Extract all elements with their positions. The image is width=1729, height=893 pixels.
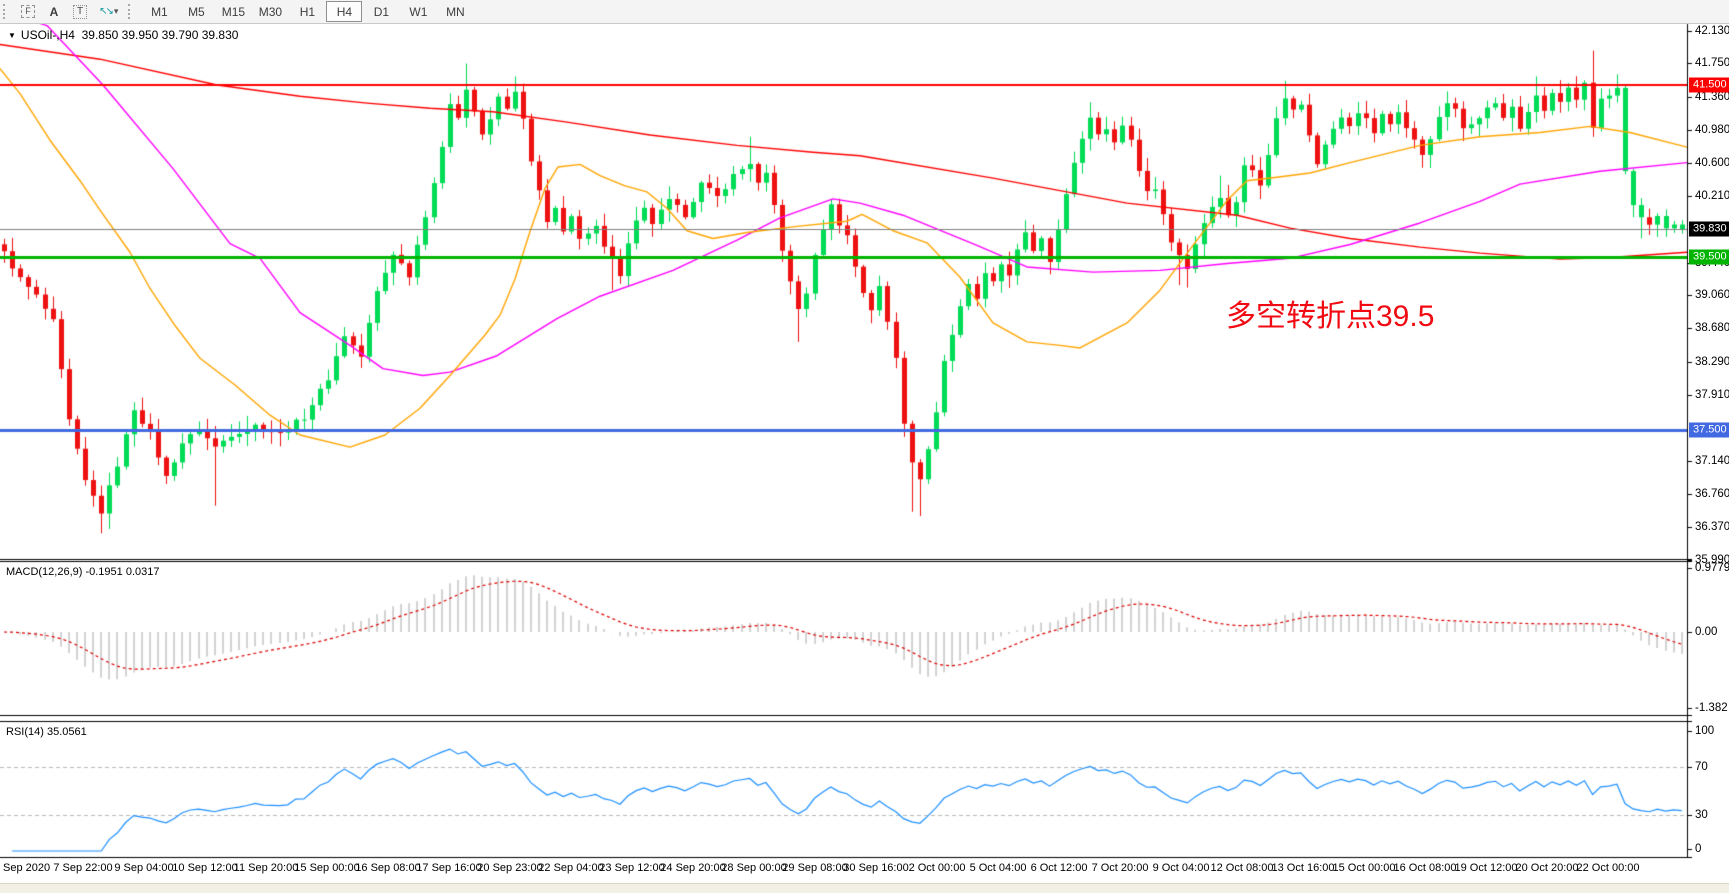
indicator-tick: 100 bbox=[1695, 725, 1715, 737]
timeframe-mn[interactable]: MN bbox=[446, 4, 465, 19]
timeframe-m1[interactable]: M1 bbox=[151, 4, 168, 19]
time-label: 7 Oct 20:00 bbox=[1091, 862, 1149, 874]
indicator-tick: 0.9779 bbox=[1695, 562, 1729, 574]
chevron-down-icon[interactable]: ▾ bbox=[113, 6, 119, 16]
symbol-title: ▼ USOil-,H4 39.850 39.950 39.790 39.830 bbox=[8, 28, 238, 42]
time-label: 19 Oct 12:00 bbox=[1454, 862, 1518, 874]
time-label: 11 Sep 20:00 bbox=[233, 862, 299, 874]
time-label: 15 Sep 00:00 bbox=[294, 862, 360, 874]
timeframe-m15[interactable]: M15 bbox=[221, 4, 246, 19]
time-label: 13 Oct 16:00 bbox=[1271, 862, 1335, 874]
f-icon-glyph: F bbox=[21, 5, 35, 18]
timeframe-group: M1 M5 M15 M30 H1 H4 D1 W1 MN bbox=[141, 1, 473, 22]
price-tick: 35.990 bbox=[1695, 554, 1729, 566]
symbol-name: USOil-,H4 bbox=[20, 28, 75, 42]
price-tick: 42.130 bbox=[1695, 24, 1729, 37]
indicator-tick: 0.00 bbox=[1695, 626, 1718, 638]
time-label: 17 Sep 16:00 bbox=[416, 862, 482, 874]
price-tick: 40.600 bbox=[1695, 156, 1729, 169]
price-tag-39.830: 39.830 bbox=[1689, 221, 1729, 237]
price-tick: 38.290 bbox=[1695, 355, 1729, 368]
price-tick: 41.360 bbox=[1695, 91, 1729, 104]
arrow-tool-icon[interactable]: ↖↘ ▾ bbox=[94, 2, 123, 21]
price-tick: 40.210 bbox=[1695, 190, 1729, 203]
chart-grid-f-icon[interactable]: F bbox=[16, 2, 40, 21]
toolbar: F A T ↖↘ ▾ M1 M5 M15 M30 H1 H4 D1 W1 MN bbox=[0, 0, 1729, 24]
text-icon-glyph: T bbox=[73, 4, 88, 19]
symbol-dropdown-icon[interactable]: ▼ bbox=[8, 31, 16, 40]
indicator-tick: 0 bbox=[1695, 843, 1702, 855]
price-tick: 36.760 bbox=[1695, 487, 1729, 500]
price-tag-39.500: 39.500 bbox=[1689, 249, 1729, 265]
font-icon-glyph: A bbox=[49, 4, 59, 19]
time-label: 16 Sep 08:00 bbox=[355, 862, 421, 874]
timeframe-h1[interactable]: H1 bbox=[299, 4, 316, 19]
time-label: 22 Sep 04:00 bbox=[538, 862, 604, 874]
price-tick: 36.370 bbox=[1695, 521, 1729, 534]
time-label: 22 Oct 00:00 bbox=[1576, 862, 1640, 874]
time-label: 2 Oct 00:00 bbox=[908, 862, 966, 874]
timeframe-d1[interactable]: D1 bbox=[373, 4, 390, 19]
time-label: 28 Sep 00:00 bbox=[721, 862, 787, 874]
arrows-icon-glyph: ↖↘ bbox=[99, 6, 114, 17]
annotation-text[interactable]: 多空转折点39.5 bbox=[1226, 300, 1435, 333]
price-tick: 41.750 bbox=[1695, 57, 1729, 70]
price-tag-37.500: 37.500 bbox=[1689, 422, 1729, 438]
ohlc-values: 39.850 39.950 39.790 39.830 bbox=[81, 28, 239, 42]
time-label: 20 Oct 20:00 bbox=[1515, 862, 1579, 874]
price-tick: 38.680 bbox=[1695, 322, 1729, 335]
price-tag-41.500: 41.500 bbox=[1689, 77, 1729, 93]
time-label: 9 Sep 04:00 bbox=[114, 862, 174, 874]
time-label: 7 Sep 22:00 bbox=[53, 862, 113, 874]
toolbar-grip-2[interactable] bbox=[128, 4, 135, 19]
timeframe-m5[interactable]: M5 bbox=[188, 4, 205, 19]
timeframe-h4[interactable]: H4 bbox=[326, 1, 363, 22]
toolbar-grip[interactable] bbox=[3, 4, 10, 19]
time-label: 15 Oct 00:00 bbox=[1332, 862, 1396, 874]
window-bottom-strip bbox=[0, 883, 1729, 893]
macd-label: MACD(12,26,9) -0.1951 0.0317 bbox=[6, 566, 160, 578]
timeframe-w1[interactable]: W1 bbox=[409, 4, 428, 19]
price-tick: 37.910 bbox=[1695, 388, 1729, 401]
time-label: 20 Sep 23:00 bbox=[477, 862, 543, 874]
time-label: 6 Oct 12:00 bbox=[1030, 862, 1088, 874]
indicator-tick: 30 bbox=[1695, 809, 1708, 821]
time-label: 29 Sep 08:00 bbox=[782, 862, 848, 874]
rsi-label: RSI(14) 35.0561 bbox=[6, 726, 87, 738]
time-label: 16 Oct 08:00 bbox=[1393, 862, 1457, 874]
price-tick: 39.060 bbox=[1695, 289, 1729, 302]
price-tick: 37.140 bbox=[1695, 454, 1729, 467]
time-label: 24 Sep 20:00 bbox=[660, 862, 726, 874]
time-label: 30 Sep 16:00 bbox=[843, 862, 909, 874]
time-label: 9 Oct 04:00 bbox=[1152, 862, 1210, 874]
timeframe-m30[interactable]: M30 bbox=[258, 4, 283, 19]
text-label-tool-icon[interactable]: T bbox=[68, 2, 92, 21]
time-label: 23 Sep 12:00 bbox=[599, 862, 665, 874]
indicator-tick: -1.382 bbox=[1695, 702, 1728, 714]
time-label: 5 Oct 04:00 bbox=[969, 862, 1027, 874]
time-label: 4 Sep 2020 bbox=[0, 862, 51, 874]
time-label: 10 Sep 12:00 bbox=[172, 862, 238, 874]
font-tool-icon[interactable]: A bbox=[42, 2, 66, 21]
price-tick: 40.980 bbox=[1695, 123, 1729, 136]
time-label: 12 Oct 08:00 bbox=[1210, 862, 1274, 874]
indicator-tick: 70 bbox=[1695, 761, 1708, 773]
